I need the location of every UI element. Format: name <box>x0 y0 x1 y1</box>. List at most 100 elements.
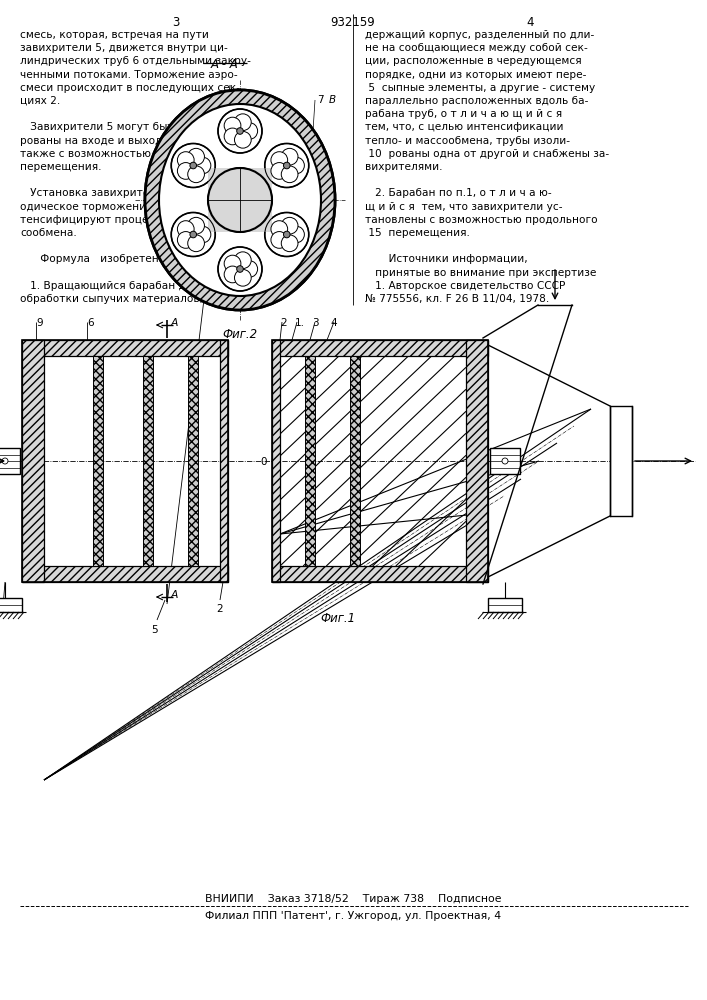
Circle shape <box>502 458 508 464</box>
Bar <box>93 356 103 566</box>
Text: 2. Барабан по п.1, о т л и ч а ю-: 2. Барабан по п.1, о т л и ч а ю- <box>365 188 551 198</box>
Text: 6: 6 <box>87 318 93 328</box>
Text: 3: 3 <box>312 318 319 328</box>
Circle shape <box>171 143 215 188</box>
Circle shape <box>218 247 262 291</box>
Bar <box>272 566 488 582</box>
Bar <box>466 340 488 582</box>
Circle shape <box>177 221 194 237</box>
Circle shape <box>281 235 298 252</box>
Text: сообмена.: сообмена. <box>20 228 77 238</box>
Circle shape <box>188 217 204 234</box>
Circle shape <box>241 123 257 139</box>
Text: 4: 4 <box>330 318 337 328</box>
Circle shape <box>281 217 298 234</box>
Circle shape <box>271 232 288 248</box>
Circle shape <box>171 213 215 256</box>
Circle shape <box>271 163 288 179</box>
Bar <box>22 340 228 356</box>
Text: 7: 7 <box>317 95 324 105</box>
Text: A: A <box>171 318 178 328</box>
Text: щ и й с я  тем, что завихрители ус-: щ и й с я тем, что завихрители ус- <box>365 202 563 212</box>
Text: держащий корпус, разделенный по дли-: держащий корпус, разделенный по дли- <box>365 30 595 40</box>
Ellipse shape <box>145 90 335 310</box>
Text: тепло- и массообмена, трубы изоли-: тепло- и массообмена, трубы изоли- <box>365 136 570 146</box>
Circle shape <box>188 235 204 252</box>
Circle shape <box>284 231 290 238</box>
Bar <box>305 356 315 566</box>
Text: порядке, одни из которых имеют пере-: порядке, одни из которых имеют пере- <box>365 70 586 80</box>
Text: Установка завихрителей 5 и пери-: Установка завихрителей 5 и пери- <box>20 188 224 198</box>
Bar <box>0 448 20 474</box>
Text: ВНИИПИ    Заказ 3718/52    Тираж 738    Подписное: ВНИИПИ Заказ 3718/52 Тираж 738 Подписное <box>205 894 501 904</box>
Circle shape <box>194 157 211 174</box>
Bar <box>0 598 22 612</box>
Bar <box>272 340 280 582</box>
Circle shape <box>2 458 8 464</box>
Circle shape <box>177 232 194 248</box>
Text: Фиг.2: Фиг.2 <box>223 328 257 341</box>
Circle shape <box>241 261 257 277</box>
Text: тановлены с возможностью продольного: тановлены с возможностью продольного <box>365 215 597 225</box>
Text: B: B <box>329 95 336 105</box>
Circle shape <box>271 221 288 237</box>
Bar <box>220 340 228 582</box>
Circle shape <box>288 157 305 174</box>
Text: 5  сыпные элементы, а другие - систему: 5 сыпные элементы, а другие - систему <box>365 83 595 93</box>
Text: циях 2.: циях 2. <box>20 96 60 106</box>
Text: вихрителями.: вихрителями. <box>365 162 443 172</box>
Text: Филиал ППП 'Патент', г. Ужгород, ул. Проектная, 4: Филиал ППП 'Патент', г. Ужгород, ул. Про… <box>205 911 501 921</box>
Circle shape <box>235 252 251 269</box>
Text: 1. Вращающийся барабан для термо-: 1. Вращающийся барабан для термо- <box>20 281 240 291</box>
Text: рованы на входе и выходе труб 6, а: рованы на входе и выходе труб 6, а <box>20 136 221 146</box>
Text: смеси происходит в последующих сек-: смеси происходит в последующих сек- <box>20 83 240 93</box>
Circle shape <box>264 213 309 256</box>
Text: тем, что, с целью интенсификации: тем, что, с целью интенсификации <box>365 122 563 132</box>
Text: 9: 9 <box>36 318 42 328</box>
Circle shape <box>235 269 251 286</box>
Text: 10  рованы одна от другой и снабжены за-: 10 рованы одна от другой и снабжены за- <box>365 149 609 159</box>
Text: 2: 2 <box>216 604 223 614</box>
Text: Завихрители 5 могут быть смонти-: Завихрители 5 могут быть смонти- <box>20 122 228 132</box>
Text: смесь, которая, встречая на пути: смесь, которая, встречая на пути <box>20 30 209 40</box>
Text: 15  перемещения.: 15 перемещения. <box>365 228 470 238</box>
Circle shape <box>235 131 251 148</box>
Text: завихрители 5, движется внутри ци-: завихрители 5, движется внутри ци- <box>20 43 228 53</box>
Text: 3: 3 <box>173 16 180 29</box>
Text: ции, расположенные в чередующемся: ции, расположенные в чередующемся <box>365 56 582 66</box>
Text: обработки сыпучих материалов, со-: обработки сыпучих материалов, со- <box>20 294 223 304</box>
Circle shape <box>194 226 211 243</box>
Circle shape <box>224 255 241 272</box>
Bar <box>488 598 522 612</box>
Text: 0: 0 <box>260 457 267 467</box>
Circle shape <box>188 166 204 183</box>
Text: перемещения.: перемещения. <box>20 162 102 172</box>
Text: 1.: 1. <box>295 318 305 328</box>
Text: ченными потоками. Торможение аэро-: ченными потоками. Торможение аэро- <box>20 70 238 80</box>
Circle shape <box>284 162 290 169</box>
Circle shape <box>190 231 197 238</box>
Bar <box>350 356 360 566</box>
Ellipse shape <box>145 90 335 310</box>
Text: A: A <box>171 590 178 600</box>
Circle shape <box>281 148 298 165</box>
Text: одическое торможение аэросмеси ин-: одическое торможение аэросмеси ин- <box>20 202 236 212</box>
Circle shape <box>224 128 241 145</box>
Circle shape <box>188 148 204 165</box>
Bar <box>272 340 488 356</box>
Circle shape <box>177 163 194 179</box>
Ellipse shape <box>159 104 321 296</box>
Text: 2: 2 <box>280 318 286 328</box>
Bar <box>188 356 198 566</box>
Text: рабана труб, о т л и ч а ю щ и й с я: рабана труб, о т л и ч а ю щ и й с я <box>365 109 562 119</box>
Text: параллельно расположенных вдоль ба-: параллельно расположенных вдоль ба- <box>365 96 588 106</box>
Circle shape <box>224 117 241 134</box>
Bar <box>22 340 228 582</box>
Circle shape <box>208 168 272 232</box>
Circle shape <box>281 166 298 183</box>
Bar <box>143 356 153 566</box>
Bar <box>22 340 44 582</box>
Text: 932159: 932159 <box>331 16 375 29</box>
Bar <box>208 168 272 232</box>
Circle shape <box>237 266 243 272</box>
